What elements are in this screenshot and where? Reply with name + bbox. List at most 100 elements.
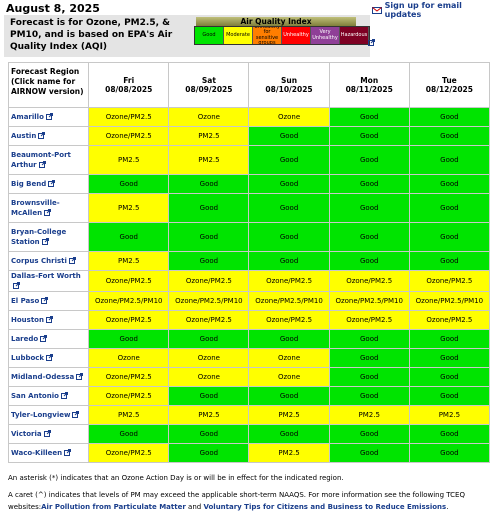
region-cell[interactable]: Houston: [7, 310, 90, 330]
external-link-icon[interactable]: [68, 257, 76, 264]
region-cell[interactable]: Dallas-Fort Worth: [7, 270, 90, 292]
external-link-icon[interactable]: [40, 335, 48, 342]
region-link[interactable]: Laredo: [11, 335, 39, 343]
forecast-cell: Ozone: [168, 367, 250, 387]
forecast-cell: PM2.5: [168, 405, 250, 425]
tips-link[interactable]: Voluntary Tips for Citizens and Business…: [203, 503, 447, 511]
region-cell[interactable]: Corpus Christi: [7, 251, 90, 271]
forecast-cell: Good: [408, 424, 491, 444]
signup-text[interactable]: Sign up for email updates: [384, 1, 462, 19]
external-link-icon[interactable]: [41, 297, 49, 304]
region-cell[interactable]: Midland-Odessa: [7, 367, 90, 387]
forecast-cell: Ozone/PM2.5: [88, 443, 170, 463]
region-cell[interactable]: Bryan-College Station: [7, 222, 90, 252]
region-link[interactable]: Dallas-Fort Worth: [11, 272, 81, 280]
region-link[interactable]: Austin: [11, 132, 37, 140]
region-cell[interactable]: Beaumont-Port Arthur: [7, 145, 90, 175]
external-link-icon[interactable]: [13, 282, 20, 289]
forecast-cell: Good: [328, 126, 410, 146]
external-link-icon[interactable]: [64, 449, 72, 456]
forecast-cell: Good: [168, 443, 250, 463]
region-link[interactable]: Brownsville-McAllen: [11, 199, 60, 217]
signup-link[interactable]: Sign up for email updates: [372, 1, 497, 19]
region-cell[interactable]: Brownsville-McAllen: [7, 193, 90, 223]
region-link[interactable]: Corpus Christi: [11, 257, 67, 265]
caret-note: A caret (^) indicates that levels of PM …: [8, 489, 492, 513]
day-date: 08/11/2025: [345, 85, 393, 94]
table-row: Waco-Killeen Ozone/PM2.5 Good PM2.5 Good Good: [7, 443, 491, 463]
region-link[interactable]: Amarillo: [11, 113, 44, 121]
forecast-cell: PM2.5: [168, 126, 250, 146]
region-link[interactable]: Tyler-Longview: [11, 411, 71, 419]
region-link[interactable]: Waco-Killeen: [11, 449, 63, 457]
day-name: Sat: [201, 76, 216, 85]
region-cell[interactable]: Laredo: [7, 329, 90, 349]
aqi-level[interactable]: Moderate: [224, 27, 253, 44]
forecast-cell: Ozone: [168, 107, 250, 127]
region-link[interactable]: Big Bend: [11, 180, 47, 188]
region-link[interactable]: San Antonio: [11, 392, 59, 400]
forecast-cell: Good: [168, 424, 250, 444]
external-link-icon[interactable]: [44, 209, 52, 216]
region-link[interactable]: El Paso: [11, 297, 40, 305]
external-link-icon[interactable]: [76, 373, 84, 380]
region-cell[interactable]: San Antonio: [7, 386, 90, 406]
external-link-icon[interactable]: [45, 316, 53, 323]
forecast-cell: Good: [328, 145, 410, 175]
region-link[interactable]: Beaumont-Port Arthur: [11, 151, 71, 169]
intro-text: Forecast is for Ozone, PM2.5, & PM10, an…: [10, 18, 173, 52]
aqi-levels[interactable]: GoodModerateUnhealthy for sensitive grou…: [194, 26, 370, 45]
particulate-link[interactable]: Air Pollution from Particulate Matter: [41, 503, 186, 511]
region-cell[interactable]: Big Bend: [7, 174, 90, 194]
forecast-cell: Good: [328, 251, 410, 271]
external-link-icon[interactable]: [45, 113, 53, 120]
forecast-cell: Ozone/PM2.5: [88, 270, 170, 292]
table-row: Dallas-Fort Worth Ozone/PM2.5 Ozone/PM2.5 O…: [7, 270, 491, 292]
asterisk-note: An asterisk (*) indicates that an Ozone …: [8, 474, 344, 482]
external-link-icon[interactable]: [72, 411, 80, 418]
external-link-icon[interactable]: [46, 354, 54, 361]
region-link[interactable]: Bryan-College Station: [11, 228, 67, 246]
region-link[interactable]: Lubbock: [11, 354, 45, 362]
forecast-cell: Ozone/PM2.5: [248, 310, 330, 330]
external-link-icon[interactable]: [368, 39, 375, 46]
region-cell[interactable]: Austin: [7, 126, 90, 146]
aqi-level[interactable]: Unhealthy for sensitive groups: [253, 27, 282, 44]
aqi-level[interactable]: Good: [195, 27, 224, 44]
region-cell[interactable]: Tyler-Longview: [7, 405, 90, 425]
forecast-cell: Good: [168, 329, 250, 349]
forecast-cell: Good: [168, 193, 250, 223]
aqi-level[interactable]: Very Unhealthy: [311, 27, 340, 44]
day-name: Sun: [281, 76, 298, 85]
external-link-icon[interactable]: [41, 238, 49, 245]
table-row: San Antonio Ozone/PM2.5 Good Good Good Good: [7, 386, 491, 406]
region-cell[interactable]: El Paso: [7, 291, 90, 311]
region-link[interactable]: Victoria: [11, 430, 42, 438]
date-title: August 8, 2025: [6, 2, 100, 15]
external-link-icon[interactable]: [38, 132, 46, 139]
region-cell[interactable]: Lubbock: [7, 348, 90, 368]
region-link[interactable]: Midland-Odessa: [11, 373, 75, 381]
forecast-cell: Ozone/PM2.5: [328, 310, 410, 330]
region-link[interactable]: Houston: [11, 316, 44, 324]
region-cell[interactable]: Waco-Killeen: [7, 443, 90, 463]
region-cell[interactable]: Victoria: [7, 424, 90, 444]
forecast-cell: Ozone/PM2.5: [88, 386, 170, 406]
table-row: Lubbock Ozone Ozone Ozone Good Good: [7, 348, 491, 368]
external-link-icon[interactable]: [60, 392, 68, 399]
and-text: and: [188, 503, 202, 511]
day-header: Fri 08/08/2025: [88, 62, 170, 108]
forecast-cell: Good: [168, 251, 250, 271]
external-link-icon[interactable]: [38, 161, 46, 168]
external-link-icon[interactable]: [43, 430, 51, 437]
forecast-cell: Ozone: [88, 348, 170, 368]
forecast-cell: Good: [88, 424, 170, 444]
region-cell[interactable]: Amarillo: [7, 107, 90, 127]
forecast-cell: PM2.5: [88, 145, 170, 175]
table-row: Tyler-Longview PM2.5 PM2.5 PM2.5 PM2.5 PM2.5: [7, 405, 491, 425]
aqi-level[interactable]: Unhealthy: [282, 27, 311, 44]
day-header: Mon 08/11/2025: [328, 62, 410, 108]
aqi-level[interactable]: Hazardous: [340, 27, 369, 44]
external-link-icon[interactable]: [48, 180, 56, 187]
